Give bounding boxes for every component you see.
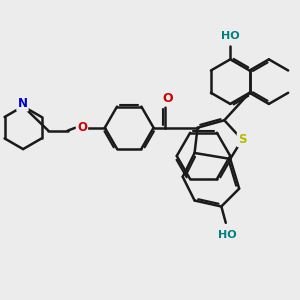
Text: S: S (238, 133, 246, 146)
Text: O: O (162, 92, 172, 105)
Text: HO: HO (221, 31, 240, 40)
Text: N: N (17, 98, 28, 110)
Text: O: O (77, 121, 87, 134)
Text: HO: HO (218, 230, 237, 240)
